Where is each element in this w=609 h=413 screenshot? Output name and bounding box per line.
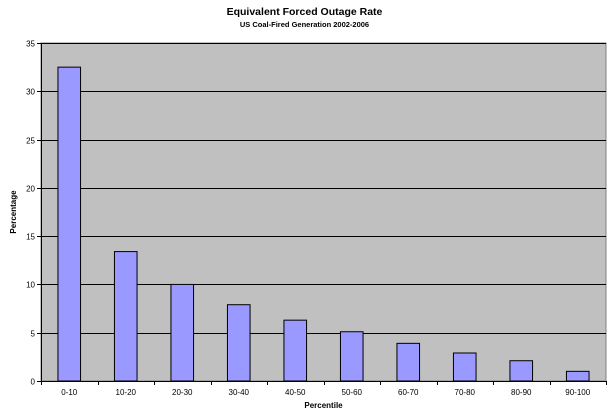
x-tick-label: 60-70 (398, 388, 419, 397)
y-tick-label: 10 (26, 281, 35, 290)
x-tick-label: 70-80 (455, 388, 476, 397)
gridlines (41, 43, 606, 334)
x-tick-label: 10-20 (116, 388, 137, 397)
bar-20-30 (170, 283, 195, 382)
y-tick-label: 15 (26, 233, 35, 242)
x-tick-label: 50-60 (342, 388, 363, 397)
chart-subtitle: US Coal-Fired Generation 2002-2006 (239, 20, 370, 29)
y-axis-label: Percentage (9, 190, 18, 234)
y-tick-label: 25 (26, 137, 35, 146)
x-tick-label: 20-30 (172, 388, 193, 397)
x-tick-label: 30-40 (229, 388, 250, 397)
x-tick-label: 40-50 (285, 388, 306, 397)
y-tick-label: 35 (26, 40, 35, 49)
bars (57, 66, 590, 382)
bar-80-90 (509, 360, 534, 382)
y-tick-label: 20 (26, 185, 35, 194)
chart-title: Equivalent Forced Outage Rate (226, 6, 383, 18)
x-axis-label: Percentile (304, 401, 343, 410)
y-tick-label: 5 (31, 330, 36, 339)
y-axis-ticks: 0 5 10 15 20 25 30 35 (26, 40, 41, 387)
x-tick-label: 80-90 (511, 388, 532, 397)
bar-60-70 (396, 342, 421, 382)
bar-70-80 (452, 352, 477, 382)
x-tick-label: 0-10 (61, 388, 78, 397)
bar-50-60 (339, 331, 364, 382)
x-axis-ticks: 0-10 10-20 20-30 30-40 40-50 50-60 60-70 70-80 8… (41, 381, 607, 397)
y-tick-label: 0 (31, 378, 36, 387)
bar-40-50 (283, 319, 308, 382)
bar-10-20 (113, 251, 138, 382)
x-tick-label: 90-100 (565, 388, 590, 397)
bar-0-10 (57, 66, 82, 382)
bar-90-100 (565, 370, 590, 382)
bar-30-40 (226, 304, 251, 382)
y-tick-label: 30 (26, 88, 35, 97)
